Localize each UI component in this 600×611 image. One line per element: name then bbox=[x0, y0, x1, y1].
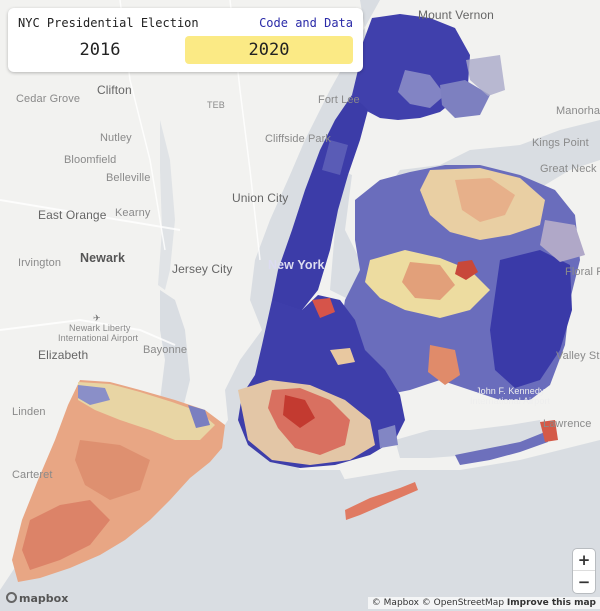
queens-east-blue bbox=[490, 250, 572, 388]
queens-north-rep bbox=[455, 178, 515, 222]
place-label-kings-point: Kings Point bbox=[532, 137, 589, 149]
queens-central-rep bbox=[402, 262, 455, 300]
brooklyn-mid-mixed bbox=[330, 348, 355, 365]
rockaway bbox=[455, 432, 548, 465]
place-label-newark-airport-line2: International Airport bbox=[58, 333, 139, 343]
map-attribution: © Mapbox © OpenStreetMap Improve this ma… bbox=[367, 597, 600, 609]
place-label-clifton: Clifton bbox=[97, 83, 132, 97]
brooklyn-south-hot bbox=[283, 395, 315, 428]
broad-channel bbox=[378, 425, 398, 448]
place-label-kearny: Kearny bbox=[115, 207, 151, 219]
place-label-nutley: Nutley bbox=[100, 132, 132, 144]
attribution-mapbox[interactable]: © Mapbox bbox=[371, 598, 419, 608]
mapbox-logo[interactable]: mapbox bbox=[6, 592, 68, 605]
year-panel: NYC Presidential Election Code and Data … bbox=[8, 8, 363, 72]
panel-title: NYC Presidential Election bbox=[18, 16, 199, 30]
place-label-mount-vernon: Mount Vernon bbox=[418, 8, 494, 22]
place-label-cliffside-park: Cliffside Park bbox=[265, 133, 331, 145]
place-label-carteret: Carteret bbox=[12, 469, 53, 481]
queens-southwest-rep bbox=[428, 345, 460, 385]
bronx-edge bbox=[466, 55, 505, 96]
east-river bbox=[330, 120, 600, 300]
place-label-fort-lee: Fort Lee bbox=[318, 94, 360, 106]
bronx-east bbox=[440, 80, 490, 118]
place-label-valley-stream: Valley Stream bbox=[556, 350, 600, 362]
airport-icon: ✈ bbox=[93, 313, 101, 323]
road bbox=[0, 318, 176, 346]
mapbox-logo-text: mapbox bbox=[19, 592, 69, 605]
zoom-out-button[interactable]: − bbox=[577, 573, 591, 591]
place-label-belleville: Belleville bbox=[106, 172, 151, 184]
place-label-union-city: Union City bbox=[232, 191, 289, 205]
queens-hotspot bbox=[455, 260, 478, 280]
lower-bay bbox=[130, 440, 600, 611]
place-label-great-neck: Great Neck bbox=[540, 163, 597, 175]
staten-island-mid bbox=[75, 440, 150, 500]
place-label-teb: TEB bbox=[207, 100, 225, 110]
brooklyn-park-slope-rep bbox=[312, 298, 335, 318]
year-button-2020[interactable]: 2020 bbox=[185, 36, 353, 64]
staten-island-south bbox=[22, 500, 110, 570]
place-label-bloomfield: Bloomfield bbox=[64, 154, 117, 166]
place-label-jfk-line1: John F. Kennedy bbox=[476, 386, 545, 396]
staten-island-north bbox=[78, 382, 215, 440]
manhattan-upper bbox=[322, 140, 348, 175]
queens-east-mixed bbox=[540, 220, 585, 262]
zoom-control: + − bbox=[573, 549, 595, 593]
year-button-2016[interactable]: 2016 bbox=[16, 36, 184, 64]
zoom-in-button[interactable]: + bbox=[573, 549, 595, 571]
place-label-floral-park: Floral Park bbox=[565, 266, 600, 278]
rockaway-east bbox=[540, 420, 558, 442]
staten-island-north-blue bbox=[78, 385, 110, 405]
place-label-lawrence: Lawrence bbox=[543, 418, 592, 430]
place-label-jersey-city: Jersey City bbox=[172, 262, 233, 276]
place-label-east-orange: East Orange bbox=[38, 208, 107, 222]
place-label-newark-airport-line1: Newark Liberty bbox=[69, 323, 131, 333]
place-label-bayonne: Bayonne bbox=[143, 344, 188, 356]
place-label-manorhaven: Manorhaven bbox=[556, 105, 600, 117]
bronx-mixed bbox=[398, 70, 445, 108]
place-label-cedar-grove: Cedar Grove bbox=[16, 93, 81, 105]
place-label-newark: Newark bbox=[80, 251, 126, 265]
staten-island-blue-spot bbox=[188, 405, 210, 428]
place-label-elizabeth: Elizabeth bbox=[38, 348, 89, 362]
place-label-linden: Linden bbox=[12, 406, 46, 418]
code-and-data-link[interactable]: Code and Data bbox=[259, 16, 353, 30]
place-label-irvington: Irvington bbox=[18, 257, 62, 269]
hackensack-river bbox=[158, 120, 175, 290]
place-label-new-york: New York bbox=[268, 258, 325, 272]
mapbox-logo-icon bbox=[6, 592, 17, 603]
road bbox=[0, 199, 181, 231]
coney-island bbox=[345, 482, 418, 520]
attribution-osm[interactable]: © OpenStreetMap bbox=[421, 598, 505, 608]
place-label-jfk-line2: International Airport bbox=[470, 396, 551, 406]
attribution-improve[interactable]: Improve this map bbox=[506, 598, 596, 608]
